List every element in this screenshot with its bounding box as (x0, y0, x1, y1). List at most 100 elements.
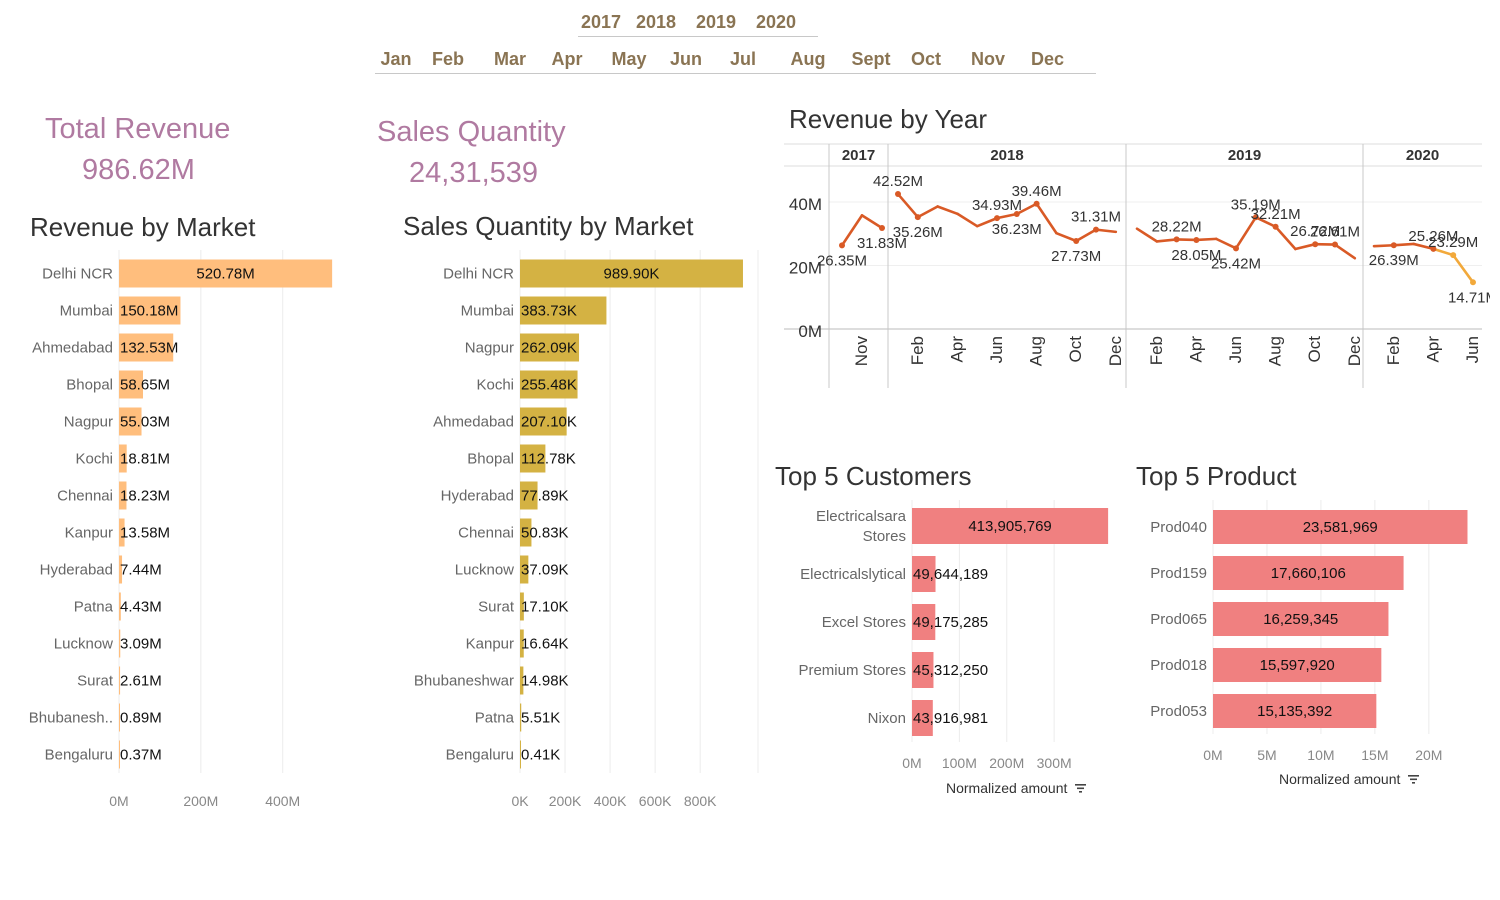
x-tick-label-2018-Feb: Feb (908, 336, 927, 365)
point-2019-Jul (1252, 214, 1259, 221)
year-filter: 2017 2018 2019 2020 (576, 12, 806, 33)
value-label-bhopal: 112.78K (521, 451, 576, 468)
point-2020-May (1450, 252, 1457, 259)
x-tick-label-1: 200M (183, 793, 218, 809)
value-label-kochi: 255.48K (521, 377, 577, 394)
category-label-electricalslytical: Electricalslytical (800, 566, 906, 583)
top5-customers-chart: 0M 100M 200M 300M Electricalsara Stores 413,90… (798, 500, 1109, 771)
bar-prod040 (1213, 510, 1468, 544)
month-filter-feb[interactable]: Feb (431, 49, 464, 69)
month-filter-dec[interactable]: Dec (1030, 49, 1065, 69)
point-2020-Feb (1390, 242, 1397, 249)
point-2020-Apr (1430, 245, 1437, 252)
category-label-hyderabad: Hyderabad (441, 488, 514, 505)
value-label-prod065: 16,259,345 (1263, 611, 1338, 628)
month-filter-apr[interactable]: Apr (551, 49, 583, 69)
category-label-patna: Patna (74, 599, 114, 616)
category-label-nixon: Nixon (868, 710, 906, 727)
category-label-ahmedabad: Ahmedabad (433, 414, 514, 431)
sort-icon[interactable] (1408, 771, 1420, 787)
line-segment-2018-8 (1055, 231, 1078, 243)
line-segment-2018-1 (916, 205, 939, 219)
x-tick-label-1: 5M (1257, 747, 1276, 763)
x-tick-label-2018-Apr: Apr (947, 336, 966, 363)
month-filter-may[interactable]: May (611, 49, 647, 69)
bar-patna (520, 703, 522, 732)
products-axis-title: Normalized amount (1279, 771, 1420, 787)
month-filter-aug[interactable]: Aug (790, 49, 826, 69)
value-label-nagpur: 55.03M (120, 414, 170, 431)
x-tick-label-0: 0K (511, 793, 529, 809)
month-filter-sept[interactable]: Sept (851, 49, 891, 69)
x-tick-label-2020-Feb: Feb (1384, 336, 1403, 365)
value-label-excel-stores: 49,175,285 (913, 614, 988, 631)
bar-delhi-ncr (520, 259, 743, 288)
value-label-kanpur: 16.64K (521, 636, 569, 653)
value-label-nixon: 43,916,981 (913, 710, 988, 727)
month-filter-jul[interactable]: Jul (729, 49, 756, 69)
category-label-kanpur: Kanpur (65, 525, 113, 542)
line-segment-2019-0 (1135, 227, 1159, 243)
value-label-mumbai: 150.18M (120, 303, 178, 320)
category-label-lucknow: Lucknow (54, 636, 113, 653)
category-label-prod065: Prod065 (1150, 611, 1207, 628)
customers-axis-title: Normalized amount (946, 780, 1087, 796)
month-filter-oct[interactable]: Oct (910, 49, 941, 69)
panel-year-2020: 2020 (1406, 147, 1439, 164)
bar-lucknow (520, 555, 529, 584)
point-label-2020-Apr: 25.26M (1408, 228, 1458, 245)
bar-prod053 (1213, 694, 1377, 728)
line-segment-2018-5 (995, 212, 1019, 220)
bar-kochi (119, 444, 127, 473)
bar-nixon (912, 700, 933, 736)
category-label-premium-stores: Premium Stores (798, 662, 906, 679)
category-label-chennai: Chennai (57, 488, 113, 505)
category-label-mumbai: Mumbai (60, 303, 113, 320)
top5-customers-title: Top 5 Customers (775, 461, 972, 491)
value-label-bhubaneshwar: 14.98K (521, 673, 569, 690)
top5-products-title: Top 5 Product (1136, 461, 1297, 491)
x-tick-label-3: 300M (1037, 755, 1072, 771)
year-filter-2020[interactable]: 2020 (755, 12, 797, 32)
line-segment-2020-2 (1412, 242, 1435, 251)
month-filter-mar[interactable]: Mar (493, 49, 526, 69)
line-segment-2017-0 (840, 214, 864, 247)
point-2018-Aug (1033, 200, 1040, 207)
bar-mumbai (520, 296, 607, 325)
point-2019-Oct (1312, 241, 1319, 248)
value-label-prod040: 23,581,969 (1303, 519, 1378, 536)
bar-kanpur (520, 629, 524, 658)
x-tick-label-1: 100M (942, 755, 977, 771)
y-tick-label-1: 20M (789, 259, 822, 278)
line-segment-2018-6 (1015, 202, 1038, 216)
point-2018-Jan (895, 191, 901, 198)
month-filter-nov[interactable]: Nov (970, 49, 1005, 69)
point-label-2020-May: 23.29M (1428, 234, 1478, 251)
month-filter-underline (375, 73, 1096, 74)
value-label-electricalsara-stores: 413,905,769 (968, 518, 1051, 535)
bar-nagpur (520, 333, 580, 362)
year-filter-2019[interactable]: 2019 (695, 12, 737, 32)
x-tick-label-2: 10M (1307, 747, 1334, 763)
year-filter-2017[interactable]: 2017 (580, 12, 622, 32)
line-segment-2020-4 (1451, 253, 1475, 284)
year-filter-2018[interactable]: 2018 (635, 12, 677, 32)
bar-premium-stores (912, 652, 934, 688)
y-tick-label-2: 40M (789, 195, 822, 214)
x-tick-label-2020-Apr: Apr (1423, 336, 1442, 363)
value-label-chennai: 18.23M (120, 488, 170, 505)
x-tick-label-2018-Jun: Jun (987, 336, 1006, 363)
point-label-2018-Jul: 36.23M (992, 221, 1042, 238)
point-label-2019-Nov: 26.61M (1310, 224, 1360, 241)
x-tick-label-2020-Jun: Jun (1463, 336, 1482, 363)
category-label-excel-stores: Excel Stores (822, 614, 906, 631)
value-label-lucknow: 37.09K (521, 562, 569, 579)
month-filter: Jan Feb Mar Apr May Jun Jul Aug Sept Oct… (375, 49, 1066, 70)
panel-year-2019: 2019 (1228, 147, 1261, 164)
line-segment-2017-1 (860, 214, 884, 230)
month-filter-jan[interactable]: Jan (380, 49, 412, 69)
category-label-electricalsara-stores: Electricalsara Stores (816, 508, 907, 545)
value-label-nagpur: 262.09K (521, 340, 577, 357)
sort-icon[interactable] (1075, 780, 1087, 796)
month-filter-jun[interactable]: Jun (669, 49, 702, 69)
